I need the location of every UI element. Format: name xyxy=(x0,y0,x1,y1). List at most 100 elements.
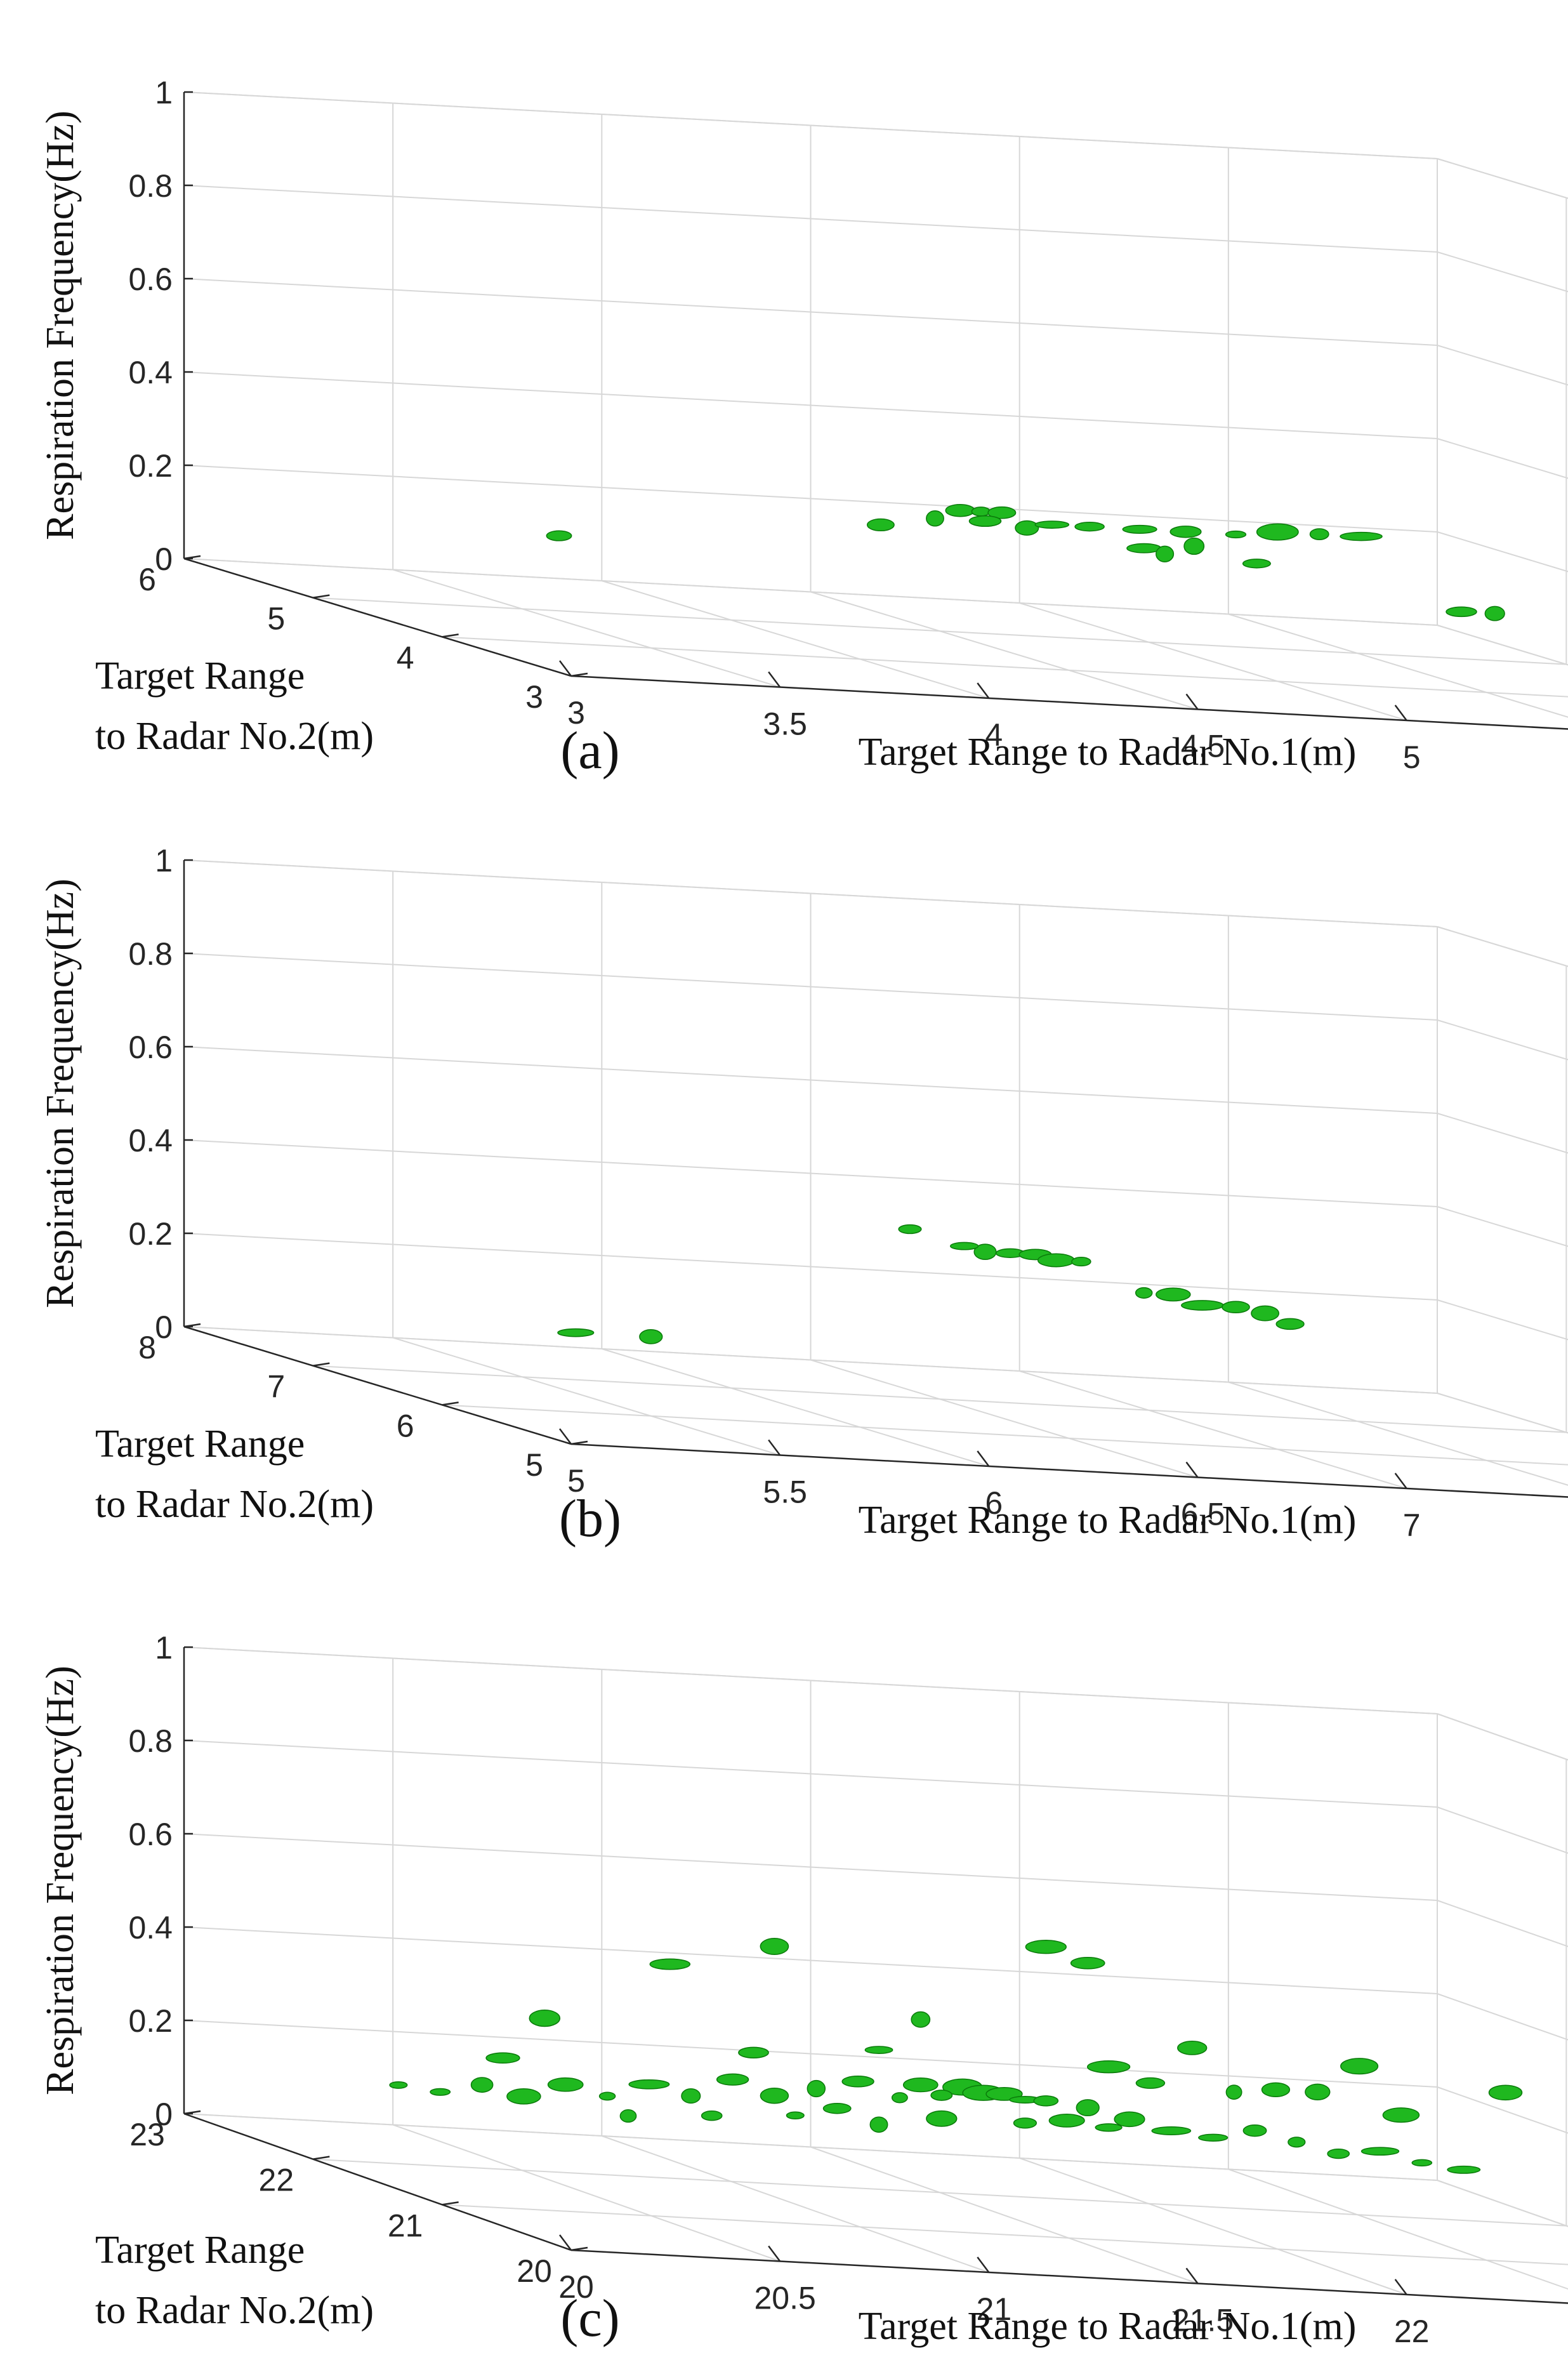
z-axis-label: Respiration Frequency(Hz) xyxy=(39,1666,82,2095)
data-point xyxy=(864,2046,893,2054)
grid-line xyxy=(313,2158,1567,2227)
data-point xyxy=(891,2092,908,2104)
data-point xyxy=(898,1224,922,1235)
x-tick xyxy=(977,2256,990,2273)
data-point xyxy=(485,2052,520,2064)
data-point xyxy=(649,1958,691,1970)
y-axis-label-line2: to Radar No.2(m) xyxy=(95,715,374,758)
data-point xyxy=(1340,531,1383,541)
grid-line xyxy=(1228,1381,1568,1486)
data-point xyxy=(1305,2083,1331,2100)
y-tick xyxy=(570,2246,588,2251)
data-point xyxy=(430,2088,451,2096)
data-point xyxy=(1135,2077,1166,2089)
y-tick xyxy=(442,1402,459,1406)
data-point xyxy=(1242,559,1271,569)
grid-line xyxy=(1437,1113,1568,1154)
x-tick xyxy=(977,1450,990,1467)
data-point xyxy=(949,1242,979,1250)
y-tick xyxy=(313,2156,330,2160)
z-tick-label: 1 xyxy=(155,843,173,878)
z-tick-label: 0.8 xyxy=(128,1723,173,1759)
x-tick xyxy=(768,1439,781,1456)
data-point xyxy=(1070,1957,1105,1970)
y-tick-label: 4 xyxy=(397,640,414,675)
grid-line xyxy=(183,1139,1438,1207)
grid-line xyxy=(602,2135,989,2273)
grid-line xyxy=(183,465,1438,533)
data-point xyxy=(1411,2159,1433,2167)
grid-line xyxy=(1437,1299,1568,1341)
grid-line xyxy=(1228,613,1568,718)
grid-line xyxy=(1437,2180,1568,2227)
grid-line xyxy=(183,1647,1438,1714)
data-point xyxy=(547,2077,584,2092)
data-point xyxy=(866,518,895,532)
data-point xyxy=(869,2116,888,2133)
data-point xyxy=(968,515,1002,527)
data-point xyxy=(1074,522,1105,532)
y-axis-label-line1: Target Range xyxy=(95,1422,305,1466)
grid-line xyxy=(1228,2168,1568,2290)
y-axis-line xyxy=(183,557,572,677)
z-tick-label: 0.6 xyxy=(128,1817,173,1852)
data-point xyxy=(546,530,572,541)
z-tick-label: 1 xyxy=(155,1630,173,1666)
grid-line xyxy=(183,185,1438,253)
data-point xyxy=(1034,520,1070,529)
z-tick-label: 0 xyxy=(155,2097,173,2132)
grid-line xyxy=(183,558,1438,626)
data-point xyxy=(1086,2060,1131,2074)
data-point xyxy=(1015,520,1039,536)
data-point xyxy=(841,2076,874,2088)
x-tick-label: 3.5 xyxy=(763,706,807,742)
data-point xyxy=(1076,2099,1100,2117)
data-point xyxy=(926,2110,958,2127)
data-point xyxy=(529,2009,561,2027)
grid-line xyxy=(1437,2180,1568,2227)
x-tick xyxy=(1394,2279,1407,2295)
grid-line xyxy=(313,597,1567,665)
grid-line xyxy=(183,859,1438,927)
x-tick-label: 20.5 xyxy=(754,2281,816,2316)
grid-line xyxy=(1437,1993,1568,2041)
x-tick-label: 3 xyxy=(567,695,585,731)
x-tick-label: 4 xyxy=(985,717,1003,753)
y-axis-label-line1: Target Range xyxy=(95,654,305,698)
x-tick-label: 5.5 xyxy=(763,1474,807,1510)
x-tick-label: 7 xyxy=(1403,1508,1421,1543)
chart-panel-2: 00.20.40.60.812020.52121.52222.523202122… xyxy=(39,1630,1568,2349)
grid-line xyxy=(442,1404,1568,1466)
y-axis-label-line2: to Radar No.2(m) xyxy=(95,2289,374,2332)
data-point xyxy=(1242,2124,1267,2137)
z-tick-label: 0.4 xyxy=(128,355,173,390)
y-tick-label: 5 xyxy=(267,601,285,637)
data-point xyxy=(1033,2095,1059,2107)
grid-line xyxy=(183,278,1438,346)
grid-line xyxy=(313,1365,1567,1433)
z-tick-label: 0 xyxy=(155,541,173,577)
x-tick-label: 4.5 xyxy=(1181,729,1225,764)
y-tick-label: 23 xyxy=(129,2117,165,2152)
y-tick xyxy=(570,672,588,677)
x-tick xyxy=(1185,693,1199,710)
x-axis-label: Target Range to Radar No.1(m) xyxy=(859,2305,1357,2348)
z-tick-label: 0.8 xyxy=(128,936,173,972)
z-tick-label: 0.4 xyxy=(128,1910,173,1945)
data-point xyxy=(1135,1287,1153,1299)
grid-line xyxy=(183,1833,1438,1901)
z-axis-label: Respiration Frequency(Hz) xyxy=(39,878,82,1308)
x-axis-label: Target Range to Radar No.1(m) xyxy=(859,1499,1357,1542)
x-tick xyxy=(768,2245,781,2262)
grid-line xyxy=(1437,625,1568,666)
chart-panel-0: 00.20.40.60.8133.544.555.563456Respirati… xyxy=(39,75,1568,780)
x-tick-label: 6 xyxy=(985,1485,1003,1521)
z-axis-label: Respiration Frequency(Hz) xyxy=(39,110,82,540)
grid-line xyxy=(810,591,1198,710)
x-axis-label: Target Range to Radar No.1(m) xyxy=(859,731,1357,774)
y-axis-line xyxy=(183,1325,572,1445)
z-tick-label: 0 xyxy=(155,1309,173,1345)
data-point xyxy=(1013,2117,1038,2129)
y-tick-label: 6 xyxy=(397,1408,414,1443)
